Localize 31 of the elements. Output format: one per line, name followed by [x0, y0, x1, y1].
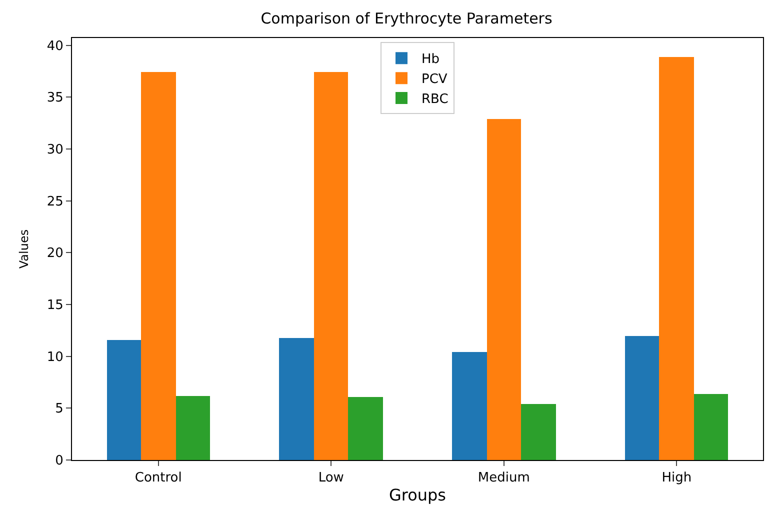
y-tick-label: 0: [55, 454, 64, 469]
x-tick-label: Low: [318, 470, 344, 486]
legend-label: Hb: [422, 52, 440, 68]
bar: [279, 338, 314, 460]
bar: [348, 397, 383, 460]
y-tick-label: 40: [46, 38, 64, 54]
bar: [521, 404, 556, 460]
legend-label: PCV: [422, 72, 448, 88]
bar: [625, 336, 659, 460]
x-tick-label: Control: [134, 470, 182, 486]
y-axis-title: Values: [17, 229, 32, 269]
y-tick-label: 35: [46, 90, 64, 106]
bar: [452, 352, 487, 460]
bar: [141, 72, 176, 460]
y-tick-label: 30: [46, 142, 64, 158]
bar: [314, 72, 348, 460]
y-tick-label: 10: [46, 350, 64, 365]
y-tick-label: 5: [55, 402, 64, 417]
x-tick-label: Medium: [478, 470, 530, 486]
bar: [694, 394, 728, 460]
y-tick-label: 15: [46, 298, 64, 314]
bar: [176, 396, 210, 460]
bar: [659, 57, 694, 460]
y-tick-label: 20: [46, 246, 64, 262]
legend-label: RBC: [422, 92, 448, 108]
y-tick-label: 25: [46, 194, 64, 210]
bar: [487, 119, 521, 460]
x-tick-label: High: [662, 470, 692, 486]
x-axis-title: Groups: [388, 485, 446, 504]
chart-title: Comparison of Erythrocyte Parameters: [260, 9, 552, 28]
bar: [107, 340, 141, 460]
